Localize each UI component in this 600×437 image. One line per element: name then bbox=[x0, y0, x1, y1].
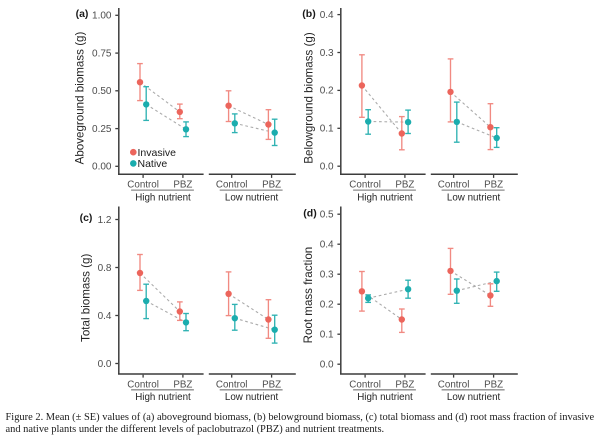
svg-text:PBZ: PBZ bbox=[173, 180, 192, 191]
svg-text:Total biomass (g): Total biomass (g) bbox=[80, 254, 93, 342]
svg-text:0.4: 0.4 bbox=[320, 240, 334, 251]
svg-text:Native: Native bbox=[138, 158, 168, 170]
svg-text:Control: Control bbox=[127, 180, 159, 191]
svg-text:(a): (a) bbox=[76, 8, 89, 20]
svg-text:1.2: 1.2 bbox=[98, 215, 112, 226]
svg-text:Control: Control bbox=[349, 379, 381, 390]
svg-text:Control: Control bbox=[438, 180, 470, 191]
svg-text:(c): (c) bbox=[80, 212, 93, 224]
svg-text:PBZ: PBZ bbox=[173, 379, 192, 390]
svg-text:Root mass fraction: Root mass fraction bbox=[302, 247, 315, 344]
svg-text:High nutrient: High nutrient bbox=[357, 392, 413, 403]
svg-text:Control: Control bbox=[349, 180, 381, 191]
svg-text:0.00: 0.00 bbox=[92, 162, 112, 173]
svg-text:Control: Control bbox=[438, 379, 470, 390]
svg-text:0.1: 0.1 bbox=[320, 124, 334, 135]
svg-text:0.2: 0.2 bbox=[320, 86, 334, 97]
svg-text:0.8: 0.8 bbox=[98, 263, 112, 274]
svg-text:0.75: 0.75 bbox=[92, 48, 112, 59]
svg-text:0.3: 0.3 bbox=[320, 270, 334, 281]
svg-text:(b): (b) bbox=[302, 8, 315, 20]
svg-text:0.1: 0.1 bbox=[320, 330, 334, 341]
svg-text:0.4: 0.4 bbox=[320, 10, 334, 21]
svg-text:Low nutrient: Low nutrient bbox=[225, 193, 279, 204]
svg-text:High nutrient: High nutrient bbox=[135, 392, 191, 403]
svg-text:and native plants under the di: and native plants under the different le… bbox=[6, 424, 385, 435]
svg-text:0.2: 0.2 bbox=[320, 300, 334, 311]
svg-text:Low nutrient: Low nutrient bbox=[225, 392, 279, 403]
svg-text:Aboveground biomass (g): Aboveground biomass (g) bbox=[74, 31, 87, 164]
svg-text:PBZ: PBZ bbox=[262, 180, 281, 191]
svg-text:0.0: 0.0 bbox=[320, 360, 334, 371]
svg-text:0.4: 0.4 bbox=[98, 311, 112, 322]
svg-text:Control: Control bbox=[216, 180, 248, 191]
svg-text:(d): (d) bbox=[303, 208, 316, 220]
svg-text:PBZ: PBZ bbox=[484, 379, 503, 390]
svg-text:1.00: 1.00 bbox=[92, 11, 112, 22]
svg-text:Control: Control bbox=[127, 379, 159, 390]
svg-text:Invasive: Invasive bbox=[138, 147, 177, 159]
svg-text:High nutrient: High nutrient bbox=[357, 193, 413, 204]
svg-text:0.3: 0.3 bbox=[320, 48, 334, 59]
svg-text:Belowground biomass (g): Belowground biomass (g) bbox=[303, 32, 316, 164]
svg-text:0.5: 0.5 bbox=[320, 210, 334, 221]
svg-text:High nutrient: High nutrient bbox=[135, 193, 191, 204]
svg-text:PBZ: PBZ bbox=[395, 180, 414, 191]
svg-text:PBZ: PBZ bbox=[484, 180, 503, 191]
svg-text:0.0: 0.0 bbox=[320, 162, 334, 173]
svg-text:PBZ: PBZ bbox=[395, 379, 414, 390]
svg-text:0.50: 0.50 bbox=[92, 86, 112, 97]
svg-text:Figure 2. Mean (± SE) values o: Figure 2. Mean (± SE) values of (a) abov… bbox=[6, 412, 595, 423]
svg-text:0.25: 0.25 bbox=[92, 124, 112, 135]
svg-text:0.0: 0.0 bbox=[98, 359, 112, 370]
svg-text:Control: Control bbox=[216, 379, 248, 390]
svg-text:PBZ: PBZ bbox=[262, 379, 281, 390]
svg-text:Low nutrient: Low nutrient bbox=[447, 392, 501, 403]
svg-text:Low nutrient: Low nutrient bbox=[447, 193, 501, 204]
